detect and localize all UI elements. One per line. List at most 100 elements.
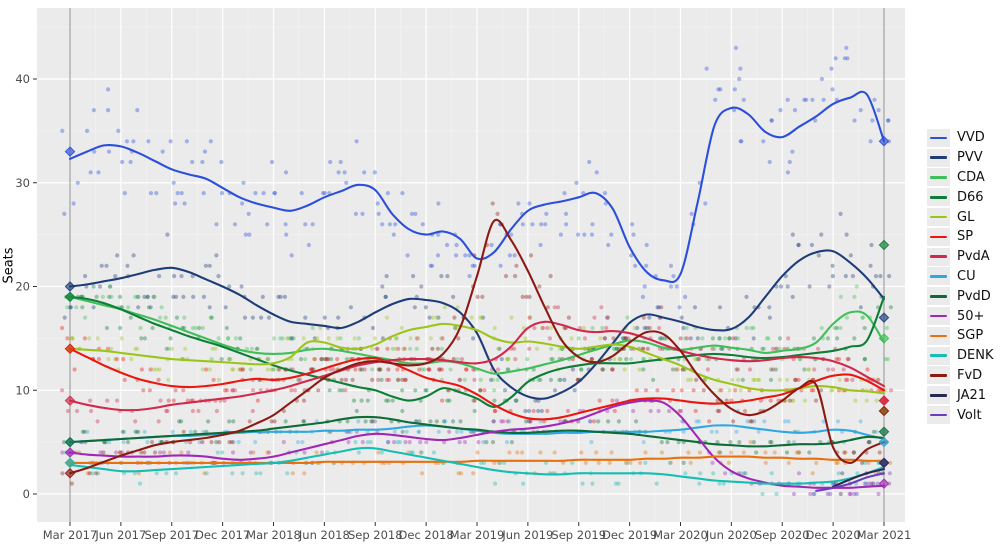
- trend-cda: [68, 295, 886, 375]
- legend-label-pvdd: PvdD: [957, 288, 991, 304]
- legend-item-vvd: VVD: [927, 128, 993, 148]
- x-tick-label: Dec 2017: [195, 528, 250, 542]
- diamond-pvdd: [64, 436, 76, 448]
- legend-label-vvd: VVD: [957, 130, 985, 146]
- trend-denk: [68, 446, 886, 485]
- x-tick-label: Mar 2021: [857, 528, 912, 542]
- scatter-pvv: [62, 211, 892, 414]
- legend-line-swatch-gl: [927, 208, 950, 227]
- legend-line-swatch-pvdd: [927, 287, 950, 306]
- x-tick-label: Dec 2018: [399, 528, 454, 542]
- diamond-p50: [878, 478, 890, 489]
- y-axis-title: Seats: [1, 247, 17, 284]
- trend-p50: [68, 399, 886, 489]
- trend-sgp: [68, 455, 886, 464]
- legend-item-gl: GL: [927, 207, 993, 227]
- x-tick-label: Sep 2017: [144, 528, 199, 542]
- legend-label-pvv: PVV: [957, 150, 983, 166]
- diamond-ja21: [878, 457, 890, 469]
- legend-line-swatch-denk: [927, 346, 950, 365]
- diamond-pvv: [878, 312, 890, 323]
- legend-item-d66: D66: [927, 187, 993, 207]
- y-tick-label: 10: [15, 383, 30, 397]
- legend-line-swatch-sgp: [927, 326, 950, 345]
- x-tick-label: Sep 2020: [755, 528, 810, 542]
- diamond-p50: [64, 447, 76, 458]
- trend-vvd: [68, 90, 886, 284]
- legend-line-swatch-pvv: [927, 148, 950, 167]
- diamond-vvd: [64, 146, 76, 157]
- legend-line-swatch-volt: [927, 406, 950, 425]
- legend-label-cda: CDA: [957, 169, 985, 185]
- scatter-vvd: [60, 45, 892, 310]
- diamond-d66: [64, 291, 76, 303]
- legend-item-cda: CDA: [927, 168, 993, 188]
- diamond-sp: [64, 343, 76, 355]
- legend-label-d66: D66: [957, 189, 984, 205]
- legend-item-cu: CU: [927, 267, 993, 287]
- legend-label-gl: GL: [957, 209, 975, 225]
- y-tick-label: 20: [15, 280, 30, 294]
- legend-item-sp: SP: [927, 227, 993, 247]
- x-tick-label: Jun 2017: [94, 528, 146, 542]
- legend-line-swatch-d66: [927, 188, 950, 207]
- trend-pvda: [68, 320, 886, 412]
- legend-item-pvdd: PvdD: [927, 286, 993, 306]
- legend-line-swatch-ja21: [927, 386, 950, 405]
- chart-legend: VVD PVV CDA D66 GL SP PvdA CU PvdD 50+ SGP DENK FvD J…: [927, 128, 993, 425]
- x-tick-label: Jun 2018: [298, 528, 350, 542]
- x-tick-label: Dec 2019: [602, 528, 657, 542]
- y-tick-label: 40: [15, 72, 30, 86]
- poll-scatter-points: [60, 45, 894, 497]
- legend-label-cu: CU: [957, 268, 976, 284]
- legend-label-fvd: FvD: [957, 367, 983, 383]
- legend-item-pvv: PVV: [927, 148, 993, 168]
- x-tick-label: Jun 2019: [501, 528, 553, 542]
- diamond-cu: [878, 436, 890, 448]
- trend-fvd: [68, 218, 886, 475]
- trend-volt: [815, 472, 886, 492]
- diamond-pvdd: [878, 426, 890, 438]
- diamond-vvd: [878, 135, 890, 147]
- diamond-pvv: [64, 281, 76, 292]
- legend-item-pvda: PvdA: [927, 247, 993, 267]
- diamond-d66: [878, 239, 890, 251]
- legend-line-swatch-vvd: [927, 128, 950, 147]
- trend-pvv: [68, 249, 886, 400]
- diamond-fvd: [878, 405, 890, 417]
- legend-label-sgp: SGP: [957, 328, 984, 344]
- legend-line-swatch-p50: [927, 307, 950, 326]
- x-tick-label: Jun 2020: [705, 528, 757, 542]
- legend-line-swatch-cda: [927, 168, 950, 187]
- legend-item-p50: 50+: [927, 306, 993, 326]
- y-tick-label: 30: [15, 176, 30, 190]
- trend-d66: [68, 295, 886, 408]
- diamond-denk: [64, 457, 76, 469]
- legend-line-swatch-fvd: [927, 366, 950, 385]
- trend-lines: [68, 90, 886, 492]
- legend-label-ja21: JA21: [957, 387, 987, 403]
- legend-line-swatch-pvda: [927, 247, 950, 266]
- trend-pvdd: [68, 415, 886, 448]
- trend-gl: [68, 322, 886, 395]
- legend-label-pvda: PvdA: [957, 249, 990, 265]
- legend-label-volt: Volt: [957, 407, 982, 423]
- trend-sp: [68, 347, 886, 421]
- x-tick-label: Mar 2020: [653, 528, 708, 542]
- legend-label-p50: 50+: [957, 308, 985, 324]
- legend-label-denk: DENK: [957, 348, 994, 364]
- election-result-diamonds: [64, 135, 890, 489]
- diamond-pvda: [878, 395, 890, 406]
- legend-item-denk: DENK: [927, 346, 993, 366]
- x-tick-label: Mar 2019: [450, 528, 505, 542]
- x-tick-label: Sep 2018: [348, 528, 403, 542]
- x-tick-label: Mar 2017: [43, 528, 98, 542]
- x-tick-label: Mar 2018: [246, 528, 301, 542]
- legend-label-sp: SP: [957, 229, 974, 245]
- legend-line-swatch-sp: [927, 227, 950, 246]
- diamond-cda: [878, 333, 890, 344]
- x-tick-label: Dec 2020: [806, 528, 861, 542]
